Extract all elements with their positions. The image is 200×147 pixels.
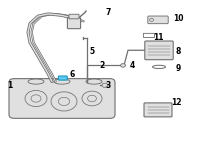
Text: 10: 10 bbox=[173, 14, 183, 23]
Circle shape bbox=[121, 64, 125, 67]
FancyBboxPatch shape bbox=[58, 76, 67, 80]
Text: 4: 4 bbox=[129, 61, 135, 70]
Text: 12: 12 bbox=[171, 98, 181, 107]
Text: 3: 3 bbox=[105, 81, 111, 91]
Text: 6: 6 bbox=[69, 70, 75, 79]
Circle shape bbox=[58, 97, 70, 106]
Text: 2: 2 bbox=[99, 61, 105, 70]
Ellipse shape bbox=[54, 79, 70, 84]
Circle shape bbox=[31, 95, 41, 102]
Ellipse shape bbox=[86, 79, 102, 84]
Circle shape bbox=[88, 95, 96, 102]
Text: 11: 11 bbox=[153, 33, 163, 42]
FancyBboxPatch shape bbox=[69, 14, 79, 19]
FancyBboxPatch shape bbox=[144, 103, 172, 117]
Text: 1: 1 bbox=[7, 81, 13, 90]
Text: 5: 5 bbox=[89, 47, 95, 56]
Ellipse shape bbox=[28, 79, 44, 84]
Text: 9: 9 bbox=[175, 64, 181, 73]
FancyBboxPatch shape bbox=[145, 41, 173, 60]
FancyBboxPatch shape bbox=[148, 16, 168, 24]
FancyBboxPatch shape bbox=[67, 18, 81, 29]
FancyBboxPatch shape bbox=[9, 79, 115, 118]
Text: 8: 8 bbox=[175, 47, 181, 56]
Circle shape bbox=[102, 83, 108, 87]
Text: 7: 7 bbox=[105, 8, 111, 17]
